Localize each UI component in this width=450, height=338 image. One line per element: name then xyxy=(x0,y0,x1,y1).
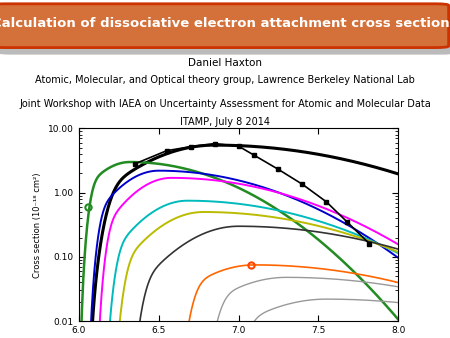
FancyBboxPatch shape xyxy=(0,4,449,48)
Text: Daniel Haxton: Daniel Haxton xyxy=(188,58,262,68)
Text: Calculation of dissociative electron attachment cross sections: Calculation of dissociative electron att… xyxy=(0,17,450,30)
Text: ITAMP, July 8 2014: ITAMP, July 8 2014 xyxy=(180,117,270,126)
FancyBboxPatch shape xyxy=(0,11,450,55)
Text: Joint Workshop with IAEA on Uncertainty Assessment for Atomic and Molecular Data: Joint Workshop with IAEA on Uncertainty … xyxy=(19,99,431,109)
Y-axis label: Cross section (10⁻¹⁸ cm²): Cross section (10⁻¹⁸ cm²) xyxy=(33,172,42,277)
Text: Atomic, Molecular, and Optical theory group, Lawrence Berkeley National Lab: Atomic, Molecular, and Optical theory gr… xyxy=(35,75,415,85)
